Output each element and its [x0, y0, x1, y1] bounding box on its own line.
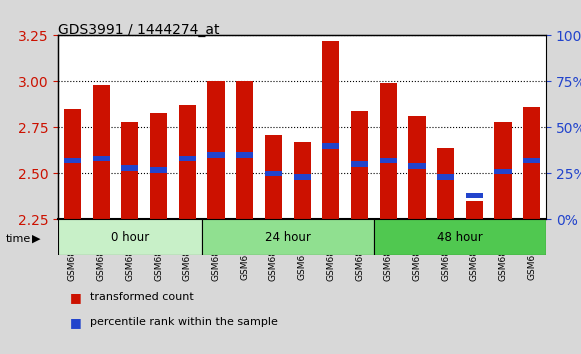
Bar — [408, 116, 425, 219]
Bar — [92, 156, 110, 161]
Bar — [466, 201, 483, 219]
Bar — [466, 193, 483, 198]
Bar — [408, 163, 425, 169]
Text: ▶: ▶ — [32, 234, 41, 244]
Bar — [437, 148, 454, 219]
Bar — [523, 158, 540, 163]
Text: transformed count: transformed count — [90, 292, 194, 302]
Bar — [494, 169, 512, 175]
Bar — [121, 122, 138, 219]
Bar — [179, 105, 196, 219]
FancyBboxPatch shape — [58, 219, 202, 255]
Bar — [265, 135, 282, 219]
Bar — [236, 81, 253, 219]
Text: percentile rank within the sample: percentile rank within the sample — [90, 317, 278, 327]
Bar — [322, 41, 339, 219]
Bar — [293, 175, 311, 180]
Text: ■: ■ — [70, 291, 81, 304]
Bar — [351, 111, 368, 219]
Bar — [494, 122, 512, 219]
Bar — [92, 85, 110, 219]
Text: time: time — [6, 234, 31, 244]
Text: GDS3991 / 1444274_at: GDS3991 / 1444274_at — [58, 23, 220, 37]
Bar — [322, 143, 339, 149]
Bar — [207, 81, 225, 219]
Text: ■: ■ — [70, 316, 81, 329]
Bar — [236, 152, 253, 158]
Text: 48 hour: 48 hour — [437, 231, 483, 244]
Bar — [150, 167, 167, 172]
Bar — [379, 83, 397, 219]
Bar — [437, 175, 454, 180]
Bar — [179, 156, 196, 161]
Bar — [150, 113, 167, 219]
Bar — [293, 142, 311, 219]
Bar — [523, 107, 540, 219]
Bar — [265, 171, 282, 176]
Bar — [207, 152, 225, 158]
Bar — [121, 165, 138, 171]
Bar — [64, 109, 81, 219]
Bar — [379, 158, 397, 163]
FancyBboxPatch shape — [374, 219, 546, 255]
Text: 0 hour: 0 hour — [111, 231, 149, 244]
Bar — [64, 158, 81, 163]
Bar — [351, 161, 368, 167]
Text: 24 hour: 24 hour — [265, 231, 311, 244]
FancyBboxPatch shape — [202, 219, 374, 255]
